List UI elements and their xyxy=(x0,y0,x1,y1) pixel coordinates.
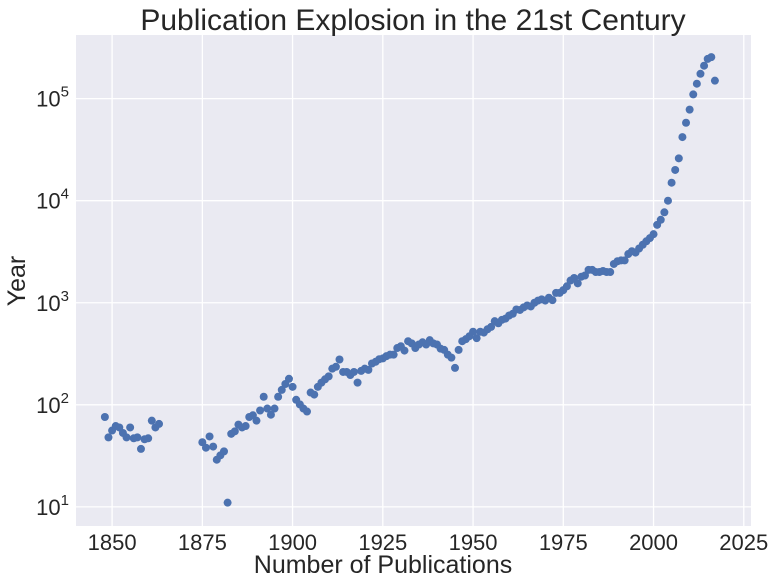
x-tick-label: 2025 xyxy=(719,530,768,555)
data-point xyxy=(700,61,709,70)
data-point xyxy=(274,392,283,401)
y-tick-label: 105 xyxy=(36,84,69,112)
data-point xyxy=(104,433,113,442)
data-point xyxy=(487,322,496,331)
data-point xyxy=(696,69,705,78)
data-point xyxy=(389,350,398,359)
data-point xyxy=(707,53,716,62)
x-axis-ticks: 1850 1875 1900 1925 1950 1975 2000 2025 xyxy=(88,530,769,555)
y-axis-ticks: 101 102 103 104 105 xyxy=(36,84,69,520)
data-point xyxy=(469,327,478,336)
data-point xyxy=(671,165,680,174)
x-tick-label: 2000 xyxy=(629,530,678,555)
data-point xyxy=(259,392,268,401)
y-tick-label: 104 xyxy=(36,186,69,214)
data-point xyxy=(256,406,265,415)
data-point xyxy=(263,404,272,413)
data-points xyxy=(100,53,719,507)
data-point xyxy=(100,412,109,421)
data-point xyxy=(606,268,615,277)
data-point xyxy=(663,196,672,205)
data-point xyxy=(454,345,463,354)
x-tick-label: 1950 xyxy=(449,530,498,555)
x-tick-label: 1925 xyxy=(358,530,407,555)
data-point xyxy=(223,498,232,507)
data-point xyxy=(656,215,665,224)
plot-area xyxy=(76,35,751,526)
data-point xyxy=(266,410,275,419)
data-point xyxy=(472,334,481,343)
data-point xyxy=(400,346,409,355)
data-point xyxy=(620,256,629,265)
grid-lines xyxy=(76,35,751,526)
data-point xyxy=(649,230,658,239)
data-point xyxy=(331,362,340,371)
data-point xyxy=(136,444,145,453)
data-point xyxy=(660,208,669,217)
data-point xyxy=(284,374,293,383)
data-point xyxy=(685,105,694,114)
data-point xyxy=(573,279,582,288)
x-tick-label: 1850 xyxy=(88,530,137,555)
chart-title: Publication Explosion in the 21st Centur… xyxy=(140,4,685,37)
data-point xyxy=(270,404,279,413)
data-point xyxy=(209,442,218,451)
data-point xyxy=(205,432,214,441)
data-point xyxy=(353,378,362,387)
data-point xyxy=(682,118,691,127)
data-point xyxy=(133,433,142,442)
x-tick-label: 1900 xyxy=(268,530,317,555)
data-point xyxy=(678,133,687,142)
data-point xyxy=(147,416,156,425)
y-tick-label: 103 xyxy=(36,288,69,316)
data-point xyxy=(201,443,210,452)
data-point xyxy=(451,363,460,372)
data-point xyxy=(122,433,131,442)
data-point xyxy=(689,90,698,99)
data-point xyxy=(277,385,286,394)
data-point xyxy=(674,154,683,163)
data-point xyxy=(562,282,571,291)
data-point xyxy=(710,76,719,85)
data-point xyxy=(310,390,319,399)
data-point xyxy=(349,367,358,376)
y-axis-label: Year xyxy=(3,256,31,307)
data-point xyxy=(303,407,312,416)
data-point xyxy=(219,447,228,456)
data-point xyxy=(667,178,676,187)
x-axis-label: Number of Publications xyxy=(254,551,512,579)
data-point xyxy=(252,416,261,425)
data-point xyxy=(364,365,373,374)
data-point xyxy=(144,434,153,443)
x-tick-label: 1875 xyxy=(178,530,227,555)
data-point xyxy=(126,423,135,432)
data-point xyxy=(324,372,333,381)
data-point xyxy=(335,355,344,364)
data-point xyxy=(288,382,297,391)
data-point xyxy=(692,79,701,88)
data-point xyxy=(155,419,164,428)
data-point xyxy=(548,296,557,305)
data-point xyxy=(447,353,456,362)
y-tick-label: 102 xyxy=(36,390,69,418)
data-point xyxy=(230,427,239,436)
y-tick-label: 101 xyxy=(36,492,69,520)
x-tick-label: 1975 xyxy=(539,530,588,555)
data-point xyxy=(241,422,250,431)
